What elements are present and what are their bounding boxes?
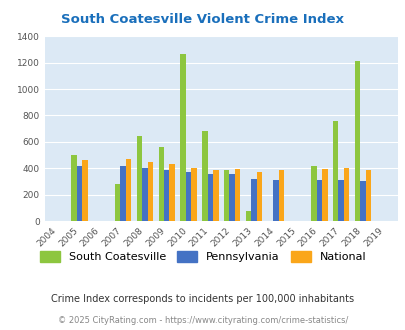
Bar: [180, 54, 185, 221]
Bar: [359, 181, 365, 221]
Bar: [278, 170, 283, 221]
Bar: [321, 169, 327, 221]
Bar: [77, 166, 82, 221]
Bar: [147, 162, 153, 221]
Bar: [224, 170, 229, 221]
Bar: [365, 170, 370, 221]
Bar: [234, 169, 240, 221]
Bar: [256, 172, 262, 221]
Text: Crime Index corresponds to incidents per 100,000 inhabitants: Crime Index corresponds to incidents per…: [51, 294, 354, 304]
Bar: [245, 211, 251, 221]
Bar: [202, 131, 207, 221]
Bar: [71, 155, 77, 221]
Bar: [338, 180, 343, 221]
Bar: [316, 180, 321, 221]
Bar: [169, 164, 175, 221]
Bar: [311, 166, 316, 221]
Legend: South Coatesville, Pennsylvania, National: South Coatesville, Pennsylvania, Nationa…: [35, 247, 370, 267]
Bar: [185, 172, 191, 221]
Bar: [120, 166, 126, 221]
Bar: [115, 184, 120, 221]
Bar: [273, 180, 278, 221]
Bar: [158, 147, 164, 221]
Text: © 2025 CityRating.com - https://www.cityrating.com/crime-statistics/: © 2025 CityRating.com - https://www.city…: [58, 316, 347, 325]
Bar: [343, 168, 349, 221]
Bar: [142, 168, 147, 221]
Bar: [332, 121, 338, 221]
Bar: [136, 136, 142, 221]
Bar: [229, 174, 234, 221]
Bar: [164, 170, 169, 221]
Text: South Coatesville Violent Crime Index: South Coatesville Violent Crime Index: [61, 13, 344, 26]
Bar: [354, 61, 359, 221]
Bar: [82, 160, 87, 221]
Bar: [126, 159, 131, 221]
Bar: [251, 179, 256, 221]
Bar: [207, 174, 213, 221]
Bar: [213, 170, 218, 221]
Bar: [191, 168, 196, 221]
